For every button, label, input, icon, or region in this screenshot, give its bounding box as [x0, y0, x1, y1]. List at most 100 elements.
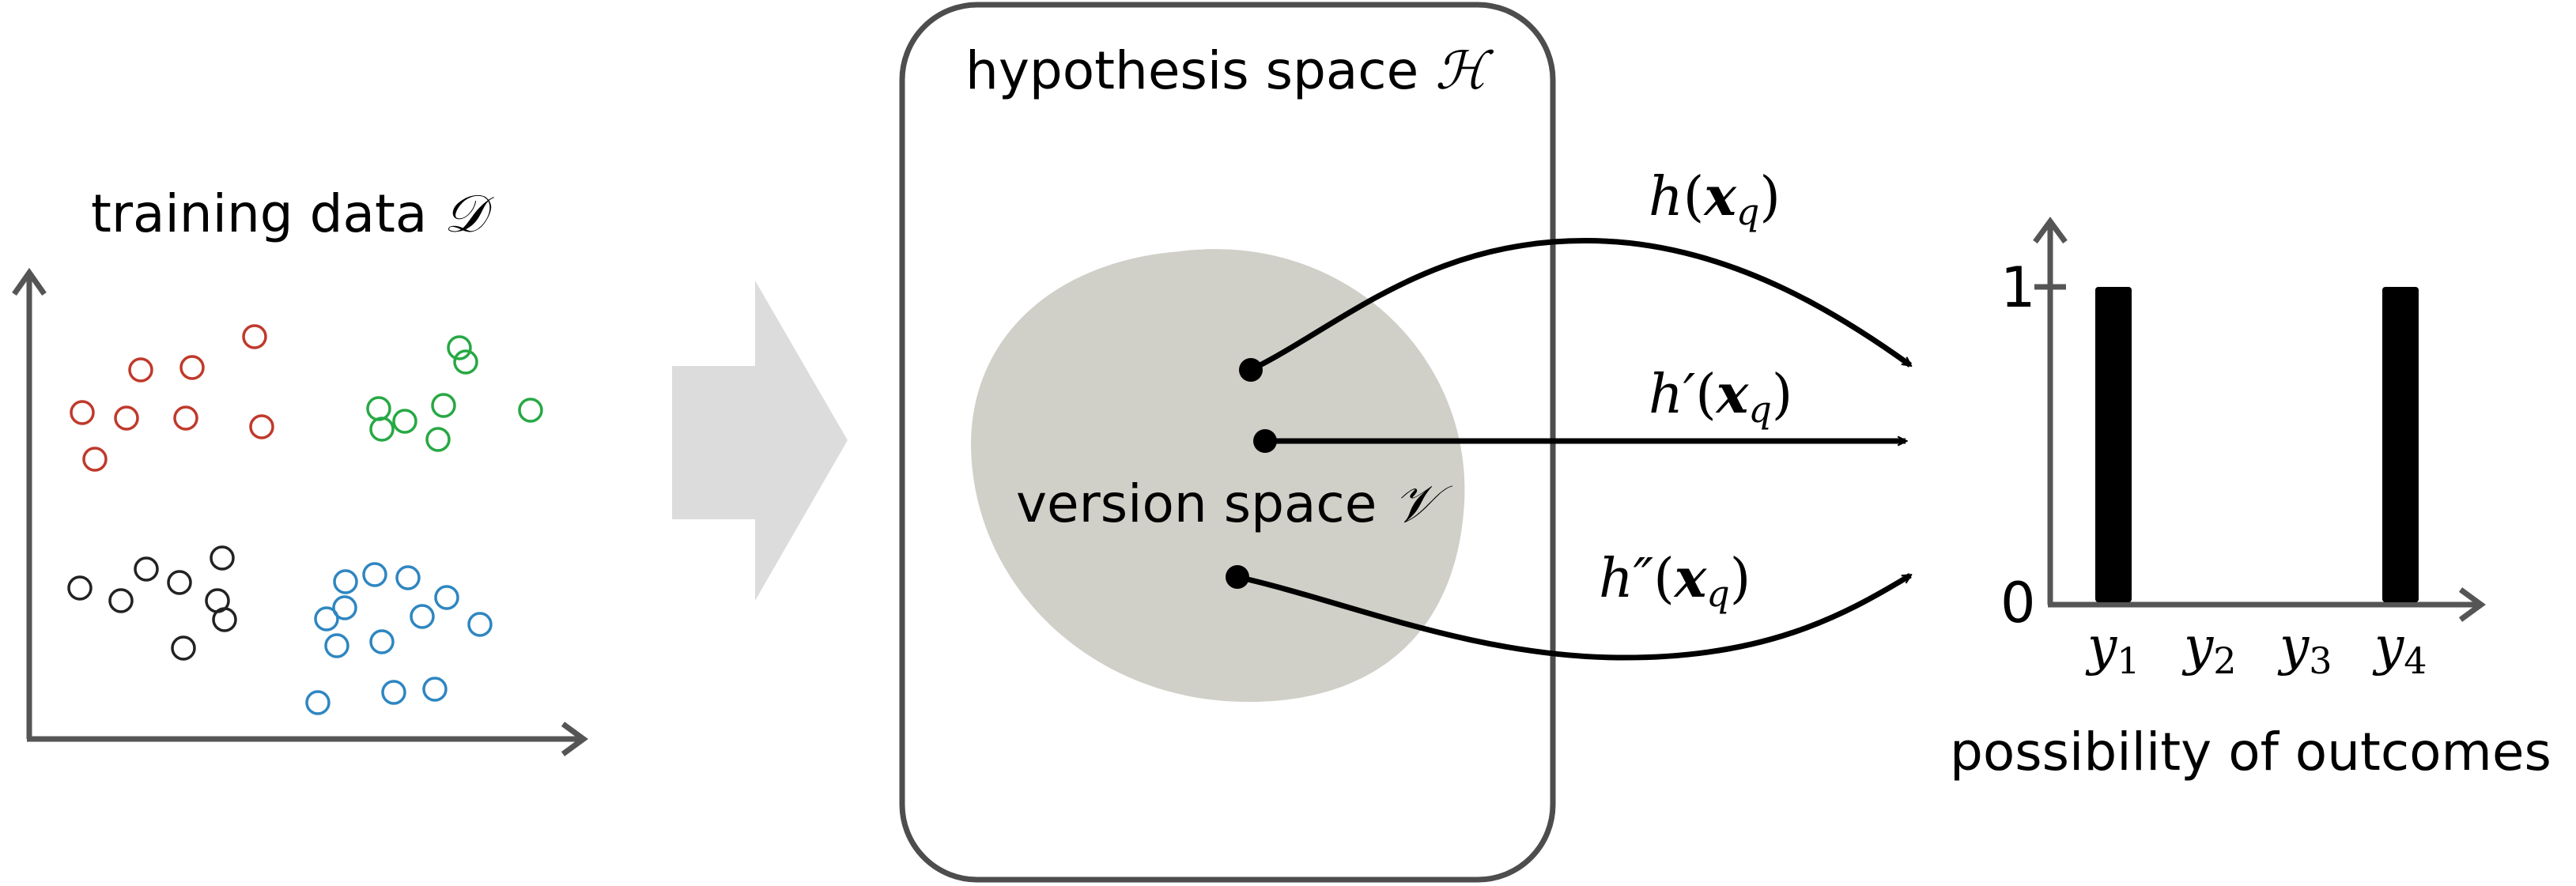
data-point: [434, 585, 459, 610]
hypothesis-arrow-3: [1237, 573, 1910, 661]
hypothesis-space-title-text: hypothesis space: [965, 40, 1435, 101]
paren-close: ): [1730, 548, 1751, 610]
data-point: [366, 396, 391, 421]
paren-open: (: [1653, 548, 1675, 610]
hypothesis-label-3: h″(xq): [1599, 547, 1751, 615]
data-point: [210, 545, 235, 571]
hypothesis-sub: q: [1736, 190, 1759, 233]
paren-close: ): [1772, 364, 1793, 426]
hypothesis-fn: h: [1649, 364, 1683, 426]
training-y-axis-head: [12, 267, 47, 296]
outcome-bar-1: [2095, 287, 2132, 602]
hypothesis-sub: q: [1748, 388, 1771, 431]
outcome-label-4: y4: [2372, 616, 2427, 682]
hypothesis-space-panel: hypothesis space ℋ version space 𝒱: [899, 2, 1556, 883]
hypothesis-space-symbol: ℋ: [1435, 40, 1494, 101]
training-data-title-text: training data: [91, 183, 444, 244]
hypothesis-arg: x: [1715, 363, 1750, 426]
hypothesis-arg: x: [1702, 165, 1737, 228]
paren-close: ): [1759, 166, 1781, 228]
data-point: [410, 604, 435, 629]
data-point: [447, 335, 472, 360]
outcomes-y-axis-head: [2033, 217, 2068, 244]
outcomes-ytick-high: 1: [2000, 255, 2036, 320]
data-point: [362, 562, 387, 587]
training-data-axes: [12, 267, 588, 756]
data-point: [453, 349, 478, 375]
training-data-title: training data 𝒟: [91, 183, 494, 244]
outcomes-ytick-low: 0: [2000, 571, 2036, 635]
data-point: [134, 556, 159, 582]
outcome-sub: 2: [2213, 639, 2236, 682]
data-point: [332, 595, 357, 620]
data-point: [369, 417, 395, 442]
outcome-var: y: [2181, 616, 2214, 677]
version-space-title-text: version space: [1016, 473, 1393, 534]
data-point: [171, 635, 196, 661]
data-point: [333, 569, 358, 594]
data-point: [242, 324, 267, 349]
data-point: [467, 612, 493, 637]
data-point: [128, 357, 153, 383]
data-point: [422, 677, 448, 702]
data-point: [518, 398, 543, 423]
data-point: [167, 570, 192, 595]
data-point: [212, 607, 237, 632]
outcomes-title: possibility of outcomes: [1950, 722, 2551, 782]
cluster-black: [67, 545, 237, 661]
outcome-label-1: y1: [2085, 616, 2140, 682]
outcome-var: y: [2372, 616, 2404, 677]
outcome-sub: 4: [2404, 639, 2427, 682]
cluster-blue: [305, 562, 493, 715]
hypothesis-fn: h: [1599, 548, 1634, 610]
outcome-bar-4: [2382, 287, 2419, 602]
outcome-sub: 3: [2309, 639, 2332, 682]
data-point: [425, 427, 451, 452]
outcome-label-3: y3: [2277, 616, 2332, 682]
hypothesis-mappings: h(xq) h′(xq) h″(xq): [1226, 165, 1910, 661]
hypothesis-prime: ″: [1634, 548, 1653, 610]
data-point: [305, 690, 330, 715]
version-space-title: version space 𝒱: [1016, 473, 1452, 534]
data-point: [381, 680, 406, 705]
outcome-sub: 1: [2117, 639, 2140, 682]
hypothesis-arg: x: [1673, 547, 1708, 610]
cluster-green: [366, 335, 543, 452]
data-point: [173, 405, 198, 431]
data-point: [395, 565, 421, 590]
hypothesis-sub: q: [1706, 572, 1729, 615]
training-x-axis-head: [561, 722, 588, 756]
training-data-panel: training data 𝒟: [12, 183, 588, 756]
data-point: [249, 414, 274, 439]
data-point: [82, 447, 108, 472]
data-point: [67, 575, 93, 601]
outcomes-x-axis-head: [2458, 587, 2486, 622]
hypothesis-space-title: hypothesis space ℋ: [965, 40, 1494, 101]
data-point: [392, 409, 417, 434]
data-point: [108, 588, 134, 613]
outcome-label-2: y2: [2181, 616, 2237, 682]
paren-open: (: [1695, 364, 1717, 426]
hypothesis-label-1: h(xq): [1649, 165, 1781, 233]
version-space-region: [971, 249, 1465, 703]
cluster-red: [70, 324, 274, 472]
data-point: [369, 629, 395, 654]
data-point: [114, 405, 139, 431]
hypothesis-arrow-1: [1249, 238, 1910, 373]
transition-arrow: [672, 281, 848, 601]
data-point: [70, 400, 95, 425]
hypothesis-prime: ′: [1683, 364, 1696, 426]
training-data-symbol: 𝒟: [444, 183, 494, 244]
data-point: [324, 633, 349, 658]
outcome-bars: [2095, 287, 2419, 602]
outcomes-panel: 1 0 y1 y2 y3 y4 possibility of outcomes: [1950, 217, 2551, 782]
outcome-var: y: [2085, 616, 2117, 677]
outcomes-axes: [2033, 217, 2486, 622]
data-point: [314, 606, 339, 632]
data-point: [179, 355, 205, 380]
data-point: [431, 393, 456, 418]
paren-open: (: [1683, 166, 1705, 228]
hypothesis-label-2: h′(xq): [1649, 363, 1792, 431]
hypothesis-fn: h: [1649, 166, 1683, 228]
